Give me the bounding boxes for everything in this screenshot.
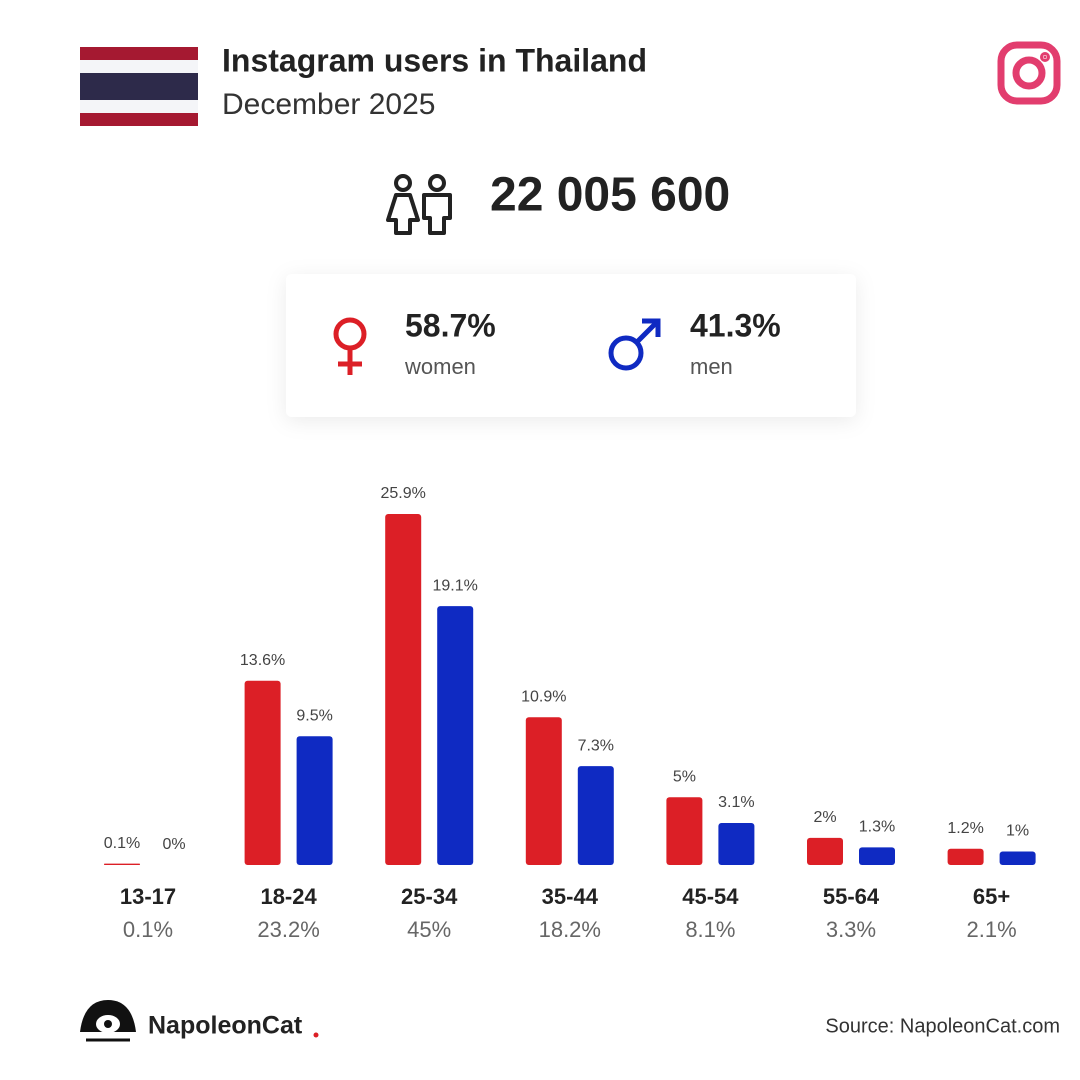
value-label: 0.1% [104, 835, 140, 852]
category-label: 65+ [973, 884, 1010, 909]
brand: NapoleonCat [148, 1012, 303, 1040]
value-label: 1.2% [947, 820, 983, 837]
value-label: 10.9% [521, 689, 566, 706]
category-total: 2.1% [967, 917, 1017, 942]
category-total: 45% [407, 917, 451, 942]
value-label: 7.3% [578, 737, 614, 754]
bar [577, 766, 614, 865]
men-share: 41.3% [690, 307, 781, 343]
bar [859, 847, 895, 865]
value-label: 25.9% [381, 485, 426, 502]
bar [525, 717, 562, 865]
category-label: 45-54 [682, 884, 739, 909]
category-total: 18.2% [539, 917, 601, 942]
value-label: 9.5% [296, 707, 332, 724]
bar [296, 736, 333, 865]
category-label: 35-44 [542, 884, 599, 909]
women-label: women [404, 354, 476, 379]
bar-chart: 0.1% 0% 13-17 0.1% 13.6% 9.5% 18-24 23.2% 25.9% 1… [104, 485, 1036, 942]
men-label: men [690, 354, 733, 379]
category-label: 55-64 [823, 884, 880, 909]
bar [666, 797, 703, 865]
bar [104, 863, 140, 865]
category-label: 13-17 [120, 884, 176, 909]
chart-subtitle: December 2025 [222, 88, 435, 121]
female-icon [333, 317, 367, 375]
value-label: 0% [162, 836, 185, 853]
bar [385, 514, 422, 865]
male-icon [608, 318, 661, 371]
flag [80, 47, 198, 126]
value-label: 5% [673, 768, 696, 785]
bar [437, 606, 474, 865]
bar [807, 837, 843, 865]
category-label: 25-34 [401, 884, 458, 909]
value-label: 19.1% [433, 577, 478, 594]
chart-title: Instagram users in Thailand [222, 42, 647, 78]
source: Source: NapoleonCat.com [825, 1015, 1060, 1037]
category-total: 23.2% [257, 917, 319, 942]
value-label: 1.3% [859, 819, 895, 836]
category-label: 18-24 [260, 884, 317, 909]
bar [947, 848, 984, 865]
bar [718, 822, 755, 865]
category-total: 8.1% [685, 917, 735, 942]
category-total: 0.1% [123, 917, 173, 942]
value-label: 2% [813, 809, 836, 826]
category-total: 3.3% [826, 917, 876, 942]
logo [80, 1000, 319, 1042]
bar [999, 851, 1036, 865]
gender-card [286, 274, 856, 417]
users-icon [386, 174, 452, 235]
women-share: 58.7% [405, 307, 496, 343]
total-users: 22 005 600 [490, 169, 730, 222]
value-label: 13.6% [240, 652, 285, 669]
instagram-icon [997, 41, 1061, 105]
value-label: 3.1% [718, 794, 754, 811]
value-label: 1% [1006, 823, 1029, 840]
bar [244, 680, 281, 865]
